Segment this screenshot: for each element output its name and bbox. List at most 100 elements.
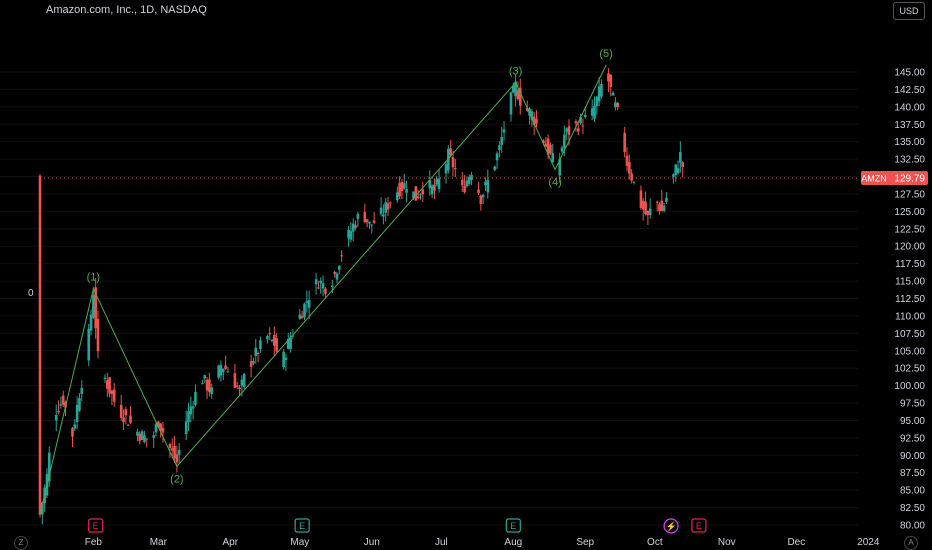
candle-body [96, 319, 100, 352]
candle-body [428, 180, 432, 189]
candle-body [351, 223, 355, 232]
candle-body [284, 357, 288, 361]
candle-body [307, 300, 311, 308]
candle-body [414, 186, 418, 201]
candle-body [632, 181, 636, 183]
y-tick-label: 140.00 [894, 102, 925, 113]
event-markers: E E E ⚡ E [88, 518, 707, 534]
candle-body [396, 192, 399, 201]
x-tick-label: May [290, 537, 309, 548]
candle-body [340, 255, 343, 257]
wave-label: (4) [548, 177, 561, 189]
candle-body [421, 189, 425, 195]
candle-body [465, 180, 469, 187]
x-tick-label: Jul [435, 537, 448, 548]
y-tick-label: 97.50 [900, 399, 925, 410]
candle-body [444, 164, 448, 174]
y-tick-label: 85.00 [900, 486, 925, 497]
candle-body [512, 85, 515, 93]
currency-button[interactable]: USD [893, 2, 925, 20]
elliott-wave-path: (1) (2) (3) (4) (5) [39, 48, 613, 515]
candle-body [103, 377, 107, 379]
candle-body [498, 145, 501, 150]
earnings-event-label: E [510, 521, 516, 531]
y-tick-label: 82.50 [900, 503, 925, 514]
candle-body [354, 225, 357, 228]
candle-body [92, 295, 95, 318]
candle-body [57, 410, 60, 413]
candle-body [644, 201, 647, 215]
y-tick-label: 110.00 [895, 311, 925, 322]
candle-body [298, 314, 302, 319]
y-tick-label: 142.50 [894, 85, 925, 96]
candle-body [208, 379, 211, 393]
candle-body [203, 375, 207, 379]
candle-body [363, 212, 367, 223]
candle-body [405, 189, 408, 193]
candle-body [191, 406, 195, 409]
candle-body [463, 186, 466, 193]
candle-body [105, 380, 109, 389]
candle-body [546, 138, 550, 155]
candle-body [317, 287, 320, 289]
candle-body [235, 385, 239, 387]
candle-body [365, 219, 369, 223]
earnings-event-marker [505, 518, 521, 533]
x-axis: Feb Mar Apr May Jun Jul Aug Sep Oct Nov Dec 2024 [85, 537, 880, 548]
candle-body [89, 314, 93, 331]
candle-body [479, 195, 483, 205]
candle-body [112, 389, 116, 402]
candle-body [119, 404, 123, 418]
candle-body [154, 424, 158, 433]
candle-body [597, 86, 601, 102]
y-tick-label: 122.50 [894, 224, 925, 235]
zero-label: 0 [28, 288, 34, 299]
candle-body [672, 174, 675, 177]
candle-body [416, 196, 420, 199]
x-tick-label: Feb [85, 537, 103, 548]
y-tick-label: 92.50 [900, 433, 925, 444]
candle-body [71, 427, 74, 437]
candle-body [219, 364, 223, 376]
earnings-event-marker [294, 518, 310, 533]
candle-body [170, 448, 174, 451]
candle-body [145, 438, 149, 440]
candle-body [625, 155, 629, 166]
candle-body [583, 114, 587, 118]
candle-body [372, 220, 376, 223]
auto-scale-button[interactable]: A [904, 536, 918, 550]
candle-body [337, 266, 341, 270]
candle-body [477, 189, 480, 193]
candle-body [78, 398, 81, 411]
symbol-title: Amazon.com, Inc., 1D, NASDAQ [46, 4, 207, 16]
wave-label: (2) [170, 473, 183, 485]
candle-body [674, 164, 678, 175]
candle-body [579, 116, 582, 124]
candle-body [138, 433, 142, 442]
candle-body [658, 204, 661, 211]
candle-body [319, 280, 323, 284]
earnings-event-marker [691, 518, 707, 533]
candle-body [321, 283, 325, 289]
x-tick-label: Nov [718, 537, 736, 548]
candlestick-series [38, 68, 684, 525]
candle-body [226, 371, 230, 373]
candle-body [87, 328, 91, 361]
candle-body [256, 352, 260, 355]
candle-body [80, 387, 84, 394]
candle-body [681, 162, 684, 168]
candle-body [205, 379, 209, 391]
candle-body [449, 148, 452, 156]
candle-body [576, 128, 580, 132]
wave-label: (1) [87, 272, 100, 284]
timezone-button[interactable]: Z [14, 536, 28, 550]
candle-body [454, 168, 457, 170]
candle-body [567, 126, 571, 135]
candle-body [676, 168, 680, 174]
candle-body [356, 214, 360, 219]
candle-body [581, 125, 585, 127]
candle-body [470, 174, 473, 180]
candle-body [159, 423, 162, 431]
candle-body [402, 183, 406, 189]
